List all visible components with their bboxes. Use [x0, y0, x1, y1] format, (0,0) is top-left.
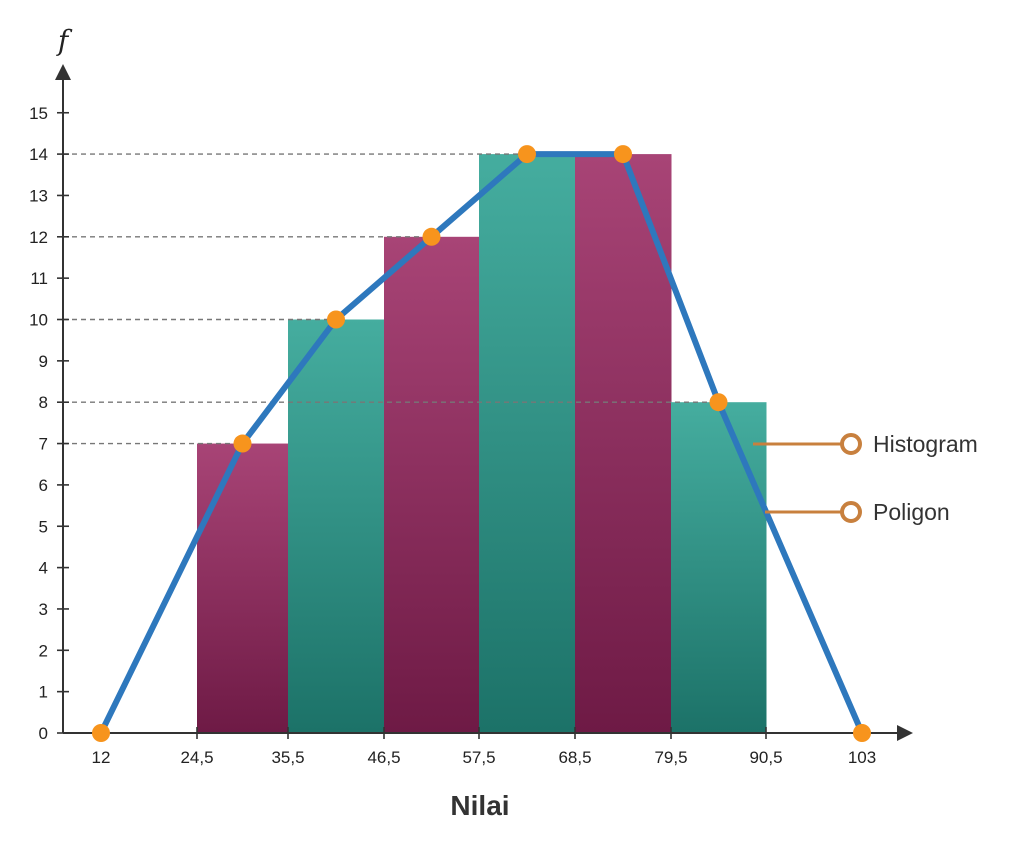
y-tick-label: 13 [29, 186, 48, 205]
y-tick-label: 11 [30, 269, 48, 288]
x-tick-label: 12 [92, 748, 111, 767]
x-tick-label: 68,5 [558, 748, 591, 767]
reference-lines [63, 153, 719, 445]
x-tick-label: 103 [848, 748, 876, 767]
y-tick-label: 0 [39, 724, 48, 743]
y-axis-label: f [56, 24, 73, 57]
legend: Histogram Poligon [753, 431, 978, 525]
polygon-point [709, 393, 728, 412]
histogram-bar [384, 236, 480, 734]
y-tick-label: 14 [29, 145, 48, 164]
frequency-polygon [92, 145, 871, 742]
polygon-line [98, 151, 865, 736]
y-tick-label: 4 [39, 559, 48, 578]
polygon-point [614, 145, 632, 164]
legend-marker [840, 501, 862, 523]
y-tick-label: 3 [39, 600, 48, 619]
y-tick-label: 7 [39, 435, 48, 454]
polygon-point [518, 145, 536, 164]
legend-label: Poligon [873, 499, 950, 525]
polygon-point [327, 310, 345, 329]
x-axis-label: Nilai [450, 790, 509, 821]
y-tick-label: 6 [39, 476, 48, 495]
polygon-point [422, 227, 441, 246]
histogram-bar [197, 443, 289, 733]
histogram-bar [288, 319, 385, 733]
x-tick-label: 90,5 [749, 748, 782, 767]
x-tick-label: 35,5 [271, 748, 304, 767]
legend-marker [840, 433, 862, 455]
x-tick-label: 24,5 [180, 748, 213, 767]
y-tick-label: 10 [29, 311, 48, 330]
y-tick-label: 9 [39, 352, 48, 371]
x-tick-label: 79,5 [654, 748, 687, 767]
histogram-bars [197, 154, 767, 734]
y-tick-label: 5 [39, 517, 48, 536]
x-tick-label: 57,5 [462, 748, 495, 767]
histogram-bar [479, 154, 576, 734]
histogram-bar [671, 402, 767, 733]
x-tick-label: 46,5 [367, 748, 400, 767]
polygon-point [853, 724, 871, 742]
legend-label: Histogram [873, 431, 978, 457]
y-tick-label: 8 [39, 393, 48, 412]
polygon-point [233, 434, 252, 453]
y-tick-label: 15 [29, 104, 48, 123]
polygon-point [92, 724, 110, 742]
histogram-bar [575, 154, 672, 734]
y-tick-label: 1 [39, 683, 48, 702]
y-tick-label: 2 [39, 641, 48, 660]
y-tick-label: 12 [29, 228, 48, 247]
